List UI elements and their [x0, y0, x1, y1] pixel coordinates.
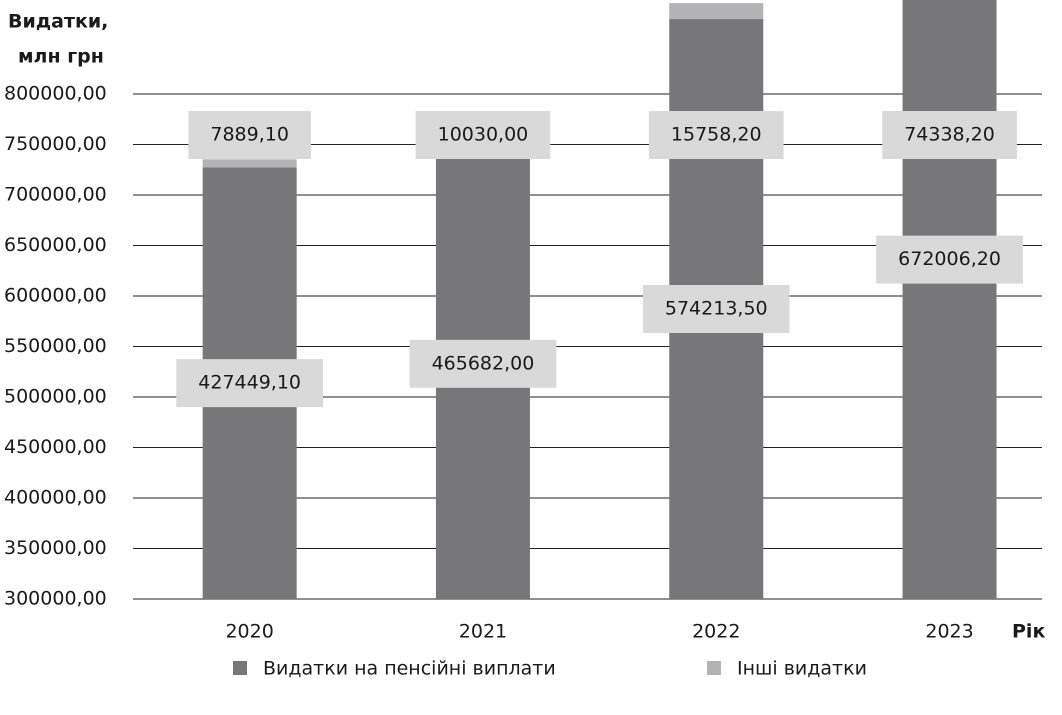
y-tick-label: 800000,00 — [4, 83, 107, 105]
y-tick-label: 550000,00 — [4, 335, 107, 357]
data-label-box — [176, 359, 324, 408]
bar-segment — [202, 159, 297, 168]
bar-segment — [669, 3, 764, 20]
data-label: 672006,20 — [898, 248, 1001, 270]
y-axis-label: млн грн — [18, 46, 104, 68]
data-label: 574213,50 — [665, 298, 768, 320]
legend-swatch — [233, 661, 247, 675]
x-tick-label: 2023 — [925, 621, 973, 643]
data-label-box — [876, 235, 1023, 284]
y-tick-label: 600000,00 — [4, 285, 107, 307]
x-tick-label: 2022 — [692, 621, 740, 643]
data-label: 427449,10 — [198, 372, 301, 394]
y-tick-label: 350000,00 — [4, 537, 107, 559]
data-label-box — [642, 285, 790, 334]
data-label-box — [415, 111, 551, 159]
data-label-box — [409, 339, 557, 388]
y-tick-label: 750000,00 — [4, 133, 107, 155]
legend-swatch — [707, 661, 721, 675]
y-axis-label: Видатки, — [8, 11, 108, 33]
x-axis-label: Рік — [1012, 621, 1045, 643]
data-label: 15758,20 — [671, 124, 762, 146]
data-label-box — [648, 111, 784, 159]
data-label-box — [882, 111, 1017, 159]
y-tick-label: 400000,00 — [4, 487, 107, 509]
legend-label: Видатки на пенсійні виплати — [263, 658, 556, 680]
legend-label: Інші видатки — [737, 658, 867, 680]
bar-segment — [902, 0, 997, 599]
y-tick-label: 500000,00 — [4, 386, 107, 408]
data-label-box — [188, 111, 311, 159]
x-tick-label: 2021 — [459, 621, 507, 643]
y-tick-label: 300000,00 — [4, 588, 107, 610]
y-tick-label: 650000,00 — [4, 234, 107, 256]
y-tick-label: 450000,00 — [4, 436, 107, 458]
data-label: 465682,00 — [432, 352, 535, 374]
data-label: 74338,20 — [904, 124, 995, 146]
data-label: 10030,00 — [438, 124, 529, 146]
data-label: 7889,10 — [210, 124, 289, 146]
x-tick-label: 2020 — [225, 621, 273, 643]
y-tick-label: 700000,00 — [4, 184, 107, 206]
